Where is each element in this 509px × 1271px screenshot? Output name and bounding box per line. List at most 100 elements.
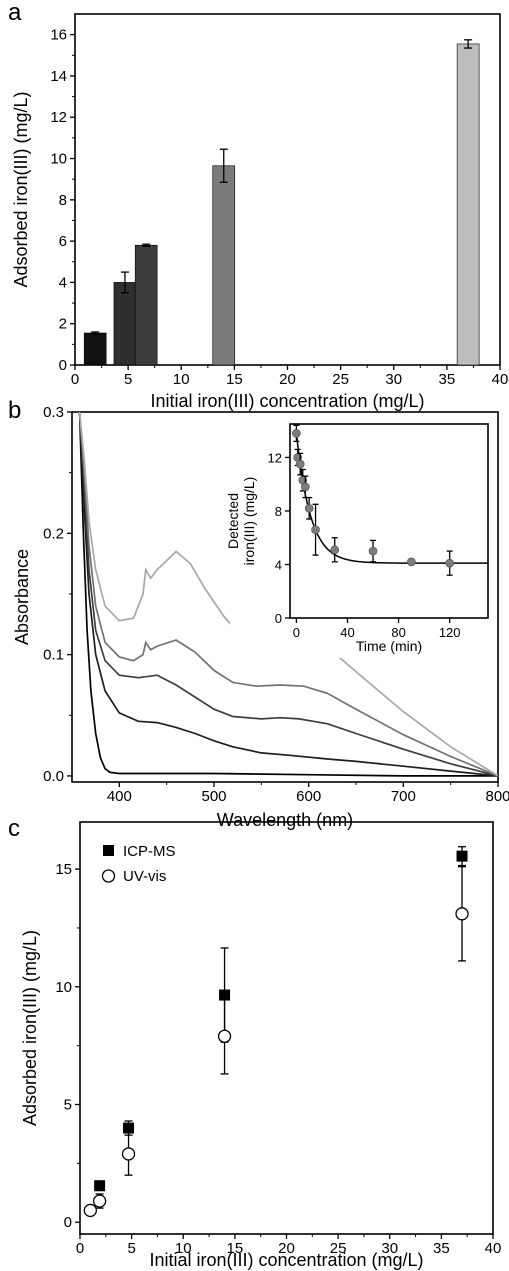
x-axis-title: Time (min) (356, 638, 422, 654)
data-point (292, 429, 301, 438)
spectrum-line (78, 412, 498, 777)
x-tick-label: 15 (227, 1240, 244, 1257)
data-point (445, 558, 455, 568)
y-tick-label: 4 (59, 274, 67, 291)
x-tick-label: 25 (330, 1240, 347, 1257)
fit-curve (295, 433, 488, 564)
x-axis-title: Initial iron(III) concentration (mg/L) (149, 1250, 423, 1270)
x-tick-label: 0 (76, 1240, 84, 1257)
uv-vis-point (92, 1194, 107, 1208)
data-point (304, 503, 314, 513)
legend-marker-icp-ms (103, 845, 114, 856)
icp-ms-point (123, 1122, 135, 1134)
uv-vis-point (455, 907, 469, 921)
x-tick-label: 40 (340, 625, 354, 640)
bar (113, 282, 137, 366)
data-point (407, 557, 416, 567)
x-tick-label: 40 (485, 1240, 502, 1257)
y-tick-label: 0.0 (43, 768, 64, 785)
x-tick-label: 700 (391, 788, 416, 805)
y-tick-label: 6 (59, 233, 67, 250)
x-axis-title: Initial iron(III) concentration (mg/L) (150, 391, 424, 411)
uv-vis-point (121, 1147, 136, 1161)
y-axis-title: Adsorbed iron(III) (mg/L) (20, 930, 40, 1126)
y-tick-label: 8 (59, 192, 67, 209)
x-tick-label: 400 (107, 788, 132, 805)
y-tick-label: 0.2 (43, 525, 64, 542)
y-tick-label: 0 (64, 1214, 72, 1231)
y-tick-label: 14 (50, 68, 67, 85)
y-tick-label: 12 (268, 450, 282, 465)
x-tick-label: 35 (439, 371, 456, 388)
x-tick-label: 20 (279, 371, 296, 388)
y-axis-title: Absorbance (12, 549, 32, 645)
y-tick-label: 10 (55, 979, 72, 996)
icp-ms-point (219, 989, 231, 1001)
x-tick-label: 25 (332, 371, 349, 388)
y-tick-label: 0.3 (43, 404, 64, 421)
data-point (330, 545, 340, 555)
x-tick-label: 30 (381, 1240, 398, 1257)
bar (456, 43, 480, 366)
uv-vis-point (217, 1029, 232, 1043)
x-tick-label: 30 (385, 371, 402, 388)
y-tick-label: 16 (50, 27, 67, 44)
y-tick-label: 0.1 (43, 647, 64, 664)
inset-y-title-line2: iron(III) (mg/L) (241, 477, 257, 566)
inset-y-title-line1: Detected (225, 493, 241, 549)
data-point (295, 459, 305, 469)
x-tick-label: 600 (296, 788, 321, 805)
y-tick-label: 0 (59, 357, 67, 374)
legend-label-uv-vis: UV-vis (123, 868, 166, 885)
x-tick-label: 35 (433, 1240, 450, 1257)
y-tick-label: 4 (275, 557, 282, 572)
legend-marker-uv-vis (101, 869, 116, 883)
legend: ICP-MS UV-vis (101, 843, 176, 885)
x-tick-label: 20 (278, 1240, 295, 1257)
y-tick-label: 2 (59, 316, 67, 333)
x-tick-label: 500 (201, 788, 226, 805)
x-axis-title: Wavelength (nm) (217, 810, 353, 830)
panel-letter: a (8, 0, 22, 26)
x-tick-label: 5 (127, 1240, 135, 1257)
bar (212, 165, 236, 366)
y-tick-label: 0 (275, 611, 282, 626)
y-tick-label: 8 (275, 504, 282, 519)
data-point (368, 546, 378, 556)
x-tick-label: 120 (439, 625, 461, 640)
icp-ms-point (94, 1180, 106, 1192)
data-point (311, 525, 320, 535)
x-tick-label: 80 (391, 625, 405, 640)
icp-ms-point (456, 850, 468, 862)
x-tick-label: 800 (485, 788, 509, 805)
x-tick-label: 5 (124, 371, 132, 388)
x-tick-label: 15 (226, 371, 243, 388)
bar (134, 244, 158, 366)
y-tick-label: 15 (55, 861, 72, 878)
inset-chart: 0 40 80 120 0 4 8 12 Time (min) Detected iron(III)… (225, 420, 494, 658)
panel-a: a 0 5 10 15 20 25 30 35 40 0 2 4 6 8 10 12 14 16 Initial ir… (8, 0, 508, 411)
x-tick-label: 10 (175, 1240, 192, 1257)
x-tick-label: 0 (293, 625, 300, 640)
panel-letter: b (8, 397, 21, 424)
x-tick-label: 0 (71, 371, 79, 388)
data-point (300, 482, 310, 492)
panel-letter: c (8, 815, 20, 842)
x-tick-label: 40 (492, 371, 509, 388)
legend-label-icp-ms: ICP-MS (123, 843, 176, 860)
plot-frame (71, 411, 499, 783)
x-tick-label: 10 (173, 371, 190, 388)
plot-frame (289, 423, 489, 619)
spectrum-line (78, 412, 498, 777)
spectrum-line (78, 412, 498, 777)
spectrum-line (78, 412, 498, 777)
y-tick-label: 12 (50, 109, 67, 126)
y-tick-label: 5 (64, 1097, 72, 1114)
y-tick-label: 10 (50, 151, 67, 168)
uv-vis-point (83, 1203, 97, 1218)
y-axis-title: Adsorbed iron(III) (mg/L) (11, 91, 31, 287)
bar (83, 332, 107, 366)
